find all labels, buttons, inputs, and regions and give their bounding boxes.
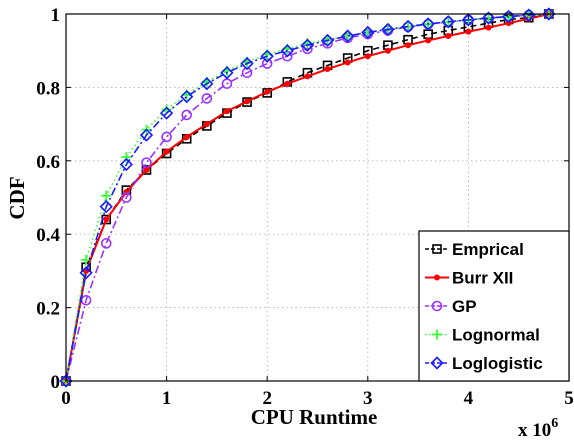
marker-dot-burr-xii — [324, 66, 331, 73]
marker-dot-burr-xii — [485, 24, 492, 31]
series-layer — [59, 7, 556, 388]
marker-dot-burr-xii — [143, 166, 150, 173]
x-axis-multiplier: x 106 — [518, 416, 558, 440]
marker-dot-burr-xii — [103, 216, 110, 223]
x-tick-label: 1 — [162, 388, 172, 409]
axis-ticks: 0 1 2 3 4 5 0 0.2 0.4 0.6 0.8 1 — [36, 5, 574, 409]
legend-label-lognormal: Lognormal — [452, 326, 540, 345]
x-tick-label: 5 — [564, 388, 574, 409]
marker-diamond-loglogistic — [220, 66, 234, 80]
marker-diamond-loglogistic — [99, 200, 113, 214]
marker-diamond-loglogistic — [461, 13, 476, 27]
marker-diamond-loglogistic — [502, 9, 516, 24]
marker-diamond-loglogistic — [200, 77, 214, 91]
marker-dot-burr-xii — [264, 88, 271, 95]
marker-circle-legend-gp — [431, 300, 443, 312]
legend-label-emprical: Emprical — [452, 240, 524, 259]
marker-circle-gp — [121, 192, 132, 203]
marker-diamond-loglogistic — [300, 38, 315, 52]
marker-diamond-loglogistic — [280, 44, 294, 58]
marker-dot-burr-xii — [284, 80, 291, 87]
marker-dot-burr-xii — [465, 28, 472, 35]
y-tick-label: 0.2 — [36, 299, 60, 320]
marker-dot-burr-xii — [203, 121, 210, 128]
marker-diamond-loglogistic — [522, 8, 536, 22]
marker-diamond-legend-loglogistic — [430, 356, 444, 370]
x-tick-label: 0 — [61, 388, 71, 409]
marker-diamond-loglogistic — [341, 29, 355, 43]
y-tick-label: 0.4 — [36, 225, 60, 246]
marker-diamond-loglogistic — [180, 89, 194, 104]
marker-circle-gp — [181, 109, 193, 121]
marker-square-legend-emprical — [432, 244, 442, 254]
y-tick-label: 0.8 — [36, 78, 60, 99]
marker-dot-burr-xii — [304, 73, 311, 80]
x-axis-multiplier-exponent: 6 — [551, 416, 558, 431]
x-tick-label: 2 — [262, 388, 272, 409]
marker-circle-gp — [100, 238, 112, 249]
marker-dot-legend-burr-xii — [434, 274, 440, 281]
legend-item-burr-xii: Burr XII — [425, 269, 513, 288]
plot-frame — [65, 13, 570, 382]
series-loglogistic — [59, 7, 556, 388]
y-axis-label: CDF — [5, 176, 29, 219]
marker-diamond-loglogistic — [361, 25, 375, 39]
marker-plus-lognormal — [121, 152, 132, 163]
marker-diamond-loglogistic — [159, 106, 174, 120]
marker-diamond-loglogistic — [79, 266, 93, 280]
x-axis-label: CPU Runtime — [251, 405, 378, 429]
marker-dot-burr-xii — [223, 108, 230, 115]
marker-circle-gp — [141, 157, 152, 168]
marker-dot-burr-xii — [445, 33, 452, 40]
marker-diamond-loglogistic — [441, 15, 455, 29]
marker-dot-burr-xii — [425, 37, 432, 44]
marker-dot-burr-xii — [183, 133, 190, 140]
marker-plus-legend-lognormal — [432, 329, 442, 340]
legend-item-gp: GP — [425, 297, 477, 316]
marker-circle-gp — [161, 131, 172, 143]
marker-square-emprical — [242, 97, 252, 107]
legend-label-loglogistic: Loglogistic — [452, 354, 543, 373]
series-line-loglogistic — [65, 13, 549, 382]
marker-dot-burr-xii — [405, 42, 412, 49]
legend-item-emprical: Emprical — [425, 240, 524, 259]
marker-diamond-loglogistic — [260, 49, 274, 63]
marker-dot-burr-xii — [163, 148, 170, 155]
y-tick-label: 0 — [51, 372, 61, 393]
legend: Emprical Burr XII GP Lognormal Loglogistic — [418, 230, 570, 382]
marker-diamond-loglogistic — [240, 56, 254, 71]
marker-diamond-loglogistic — [119, 157, 133, 172]
marker-diamond-loglogistic — [401, 19, 415, 34]
legend-item-lognormal: Lognormal — [425, 326, 540, 345]
marker-diamond-loglogistic — [381, 22, 395, 37]
marker-diamond-loglogistic — [320, 33, 335, 48]
marker-diamond-loglogistic — [421, 17, 435, 31]
legend-label-gp: GP — [452, 297, 477, 316]
marker-diamond-loglogistic — [481, 11, 496, 25]
marker-dot-burr-xii — [364, 53, 371, 60]
marker-diamond-loglogistic — [542, 7, 556, 21]
series-burr-xii — [63, 11, 552, 384]
marker-diamond-loglogistic — [139, 128, 154, 142]
x-tick-label: 3 — [363, 388, 373, 409]
marker-dot-burr-xii — [384, 47, 391, 54]
x-tick-label: 4 — [464, 388, 474, 409]
marker-plus-lognormal — [101, 190, 112, 201]
marker-circle-gp — [201, 93, 213, 104]
legend-label-burr-xii: Burr XII — [452, 269, 513, 288]
marker-diamond-loglogistic — [59, 374, 73, 388]
marker-dot-burr-xii — [344, 59, 351, 66]
legend-item-loglogistic: Loglogistic — [425, 354, 543, 373]
y-tick-label: 0.6 — [36, 152, 60, 173]
x-axis-multiplier-base: x 10 — [518, 420, 551, 440]
y-tick-label: 1 — [51, 5, 61, 26]
marker-dot-burr-xii — [244, 98, 251, 105]
